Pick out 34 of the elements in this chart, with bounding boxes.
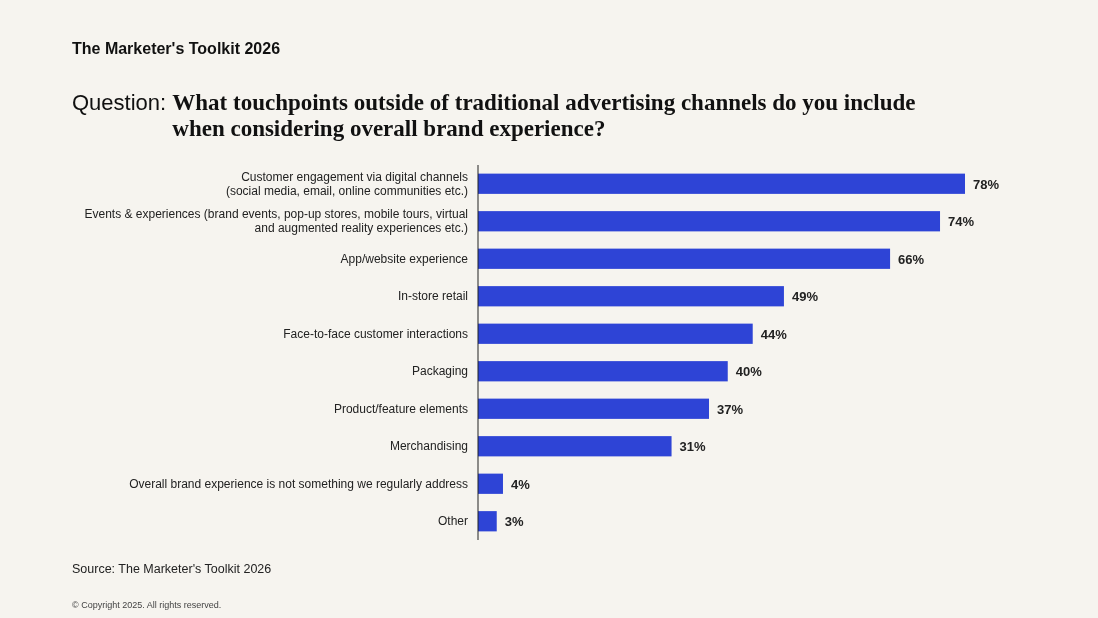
data-label: 49% [791,289,819,305]
y-tick-label: Other [437,514,468,529]
chart-subtitle: Question: What touchpoints outside of traditional advertising channels do you include when considering overall brand experience? [72,90,916,141]
y-tick-label: Face-to-face customer interactions [283,326,468,341]
data-label: 37% [717,401,744,417]
y-tick-label: Events & experiences (brand events, pop-up stores, mobile tours, virtual and augmented reality experiences etc.) [84,207,468,236]
y-tick-label: Merchandising [389,439,468,454]
source-note: Source: The Marketer's Toolkit 2026 [72,562,272,576]
data-label: 31% [679,439,707,455]
data-label: 3% [504,514,524,530]
y-tick-label: Customer engagement via digital channels (social media, email, online communities etc.) [225,169,468,198]
data-label: 4% [510,476,531,492]
data-label: 40% [735,364,763,380]
bar [478,436,672,457]
bar [478,248,891,269]
bar [478,473,503,494]
bar [478,511,497,532]
y-tick-label: Overall brand experience is not something we regularly address [129,476,468,491]
y-tick-label: In-store retail [397,289,468,304]
bar [478,286,784,307]
y-tick-label: App/website experience [340,251,469,266]
bar [478,361,728,382]
data-label: 66% [898,251,925,267]
text: The Marketer's Toolkit 2026 [72,40,281,57]
data-label: 74% [948,214,975,230]
y-tick-label: Product/feature elements [333,401,468,416]
data-label: 44% [760,326,788,342]
bar [478,398,710,419]
data-label: 78% [973,176,1000,192]
text: © Copyright 2025. All rights reserved. [72,600,222,610]
bar [478,323,753,344]
bar [478,211,941,232]
y-tick-label: Packaging [411,364,468,379]
bar [478,173,965,194]
